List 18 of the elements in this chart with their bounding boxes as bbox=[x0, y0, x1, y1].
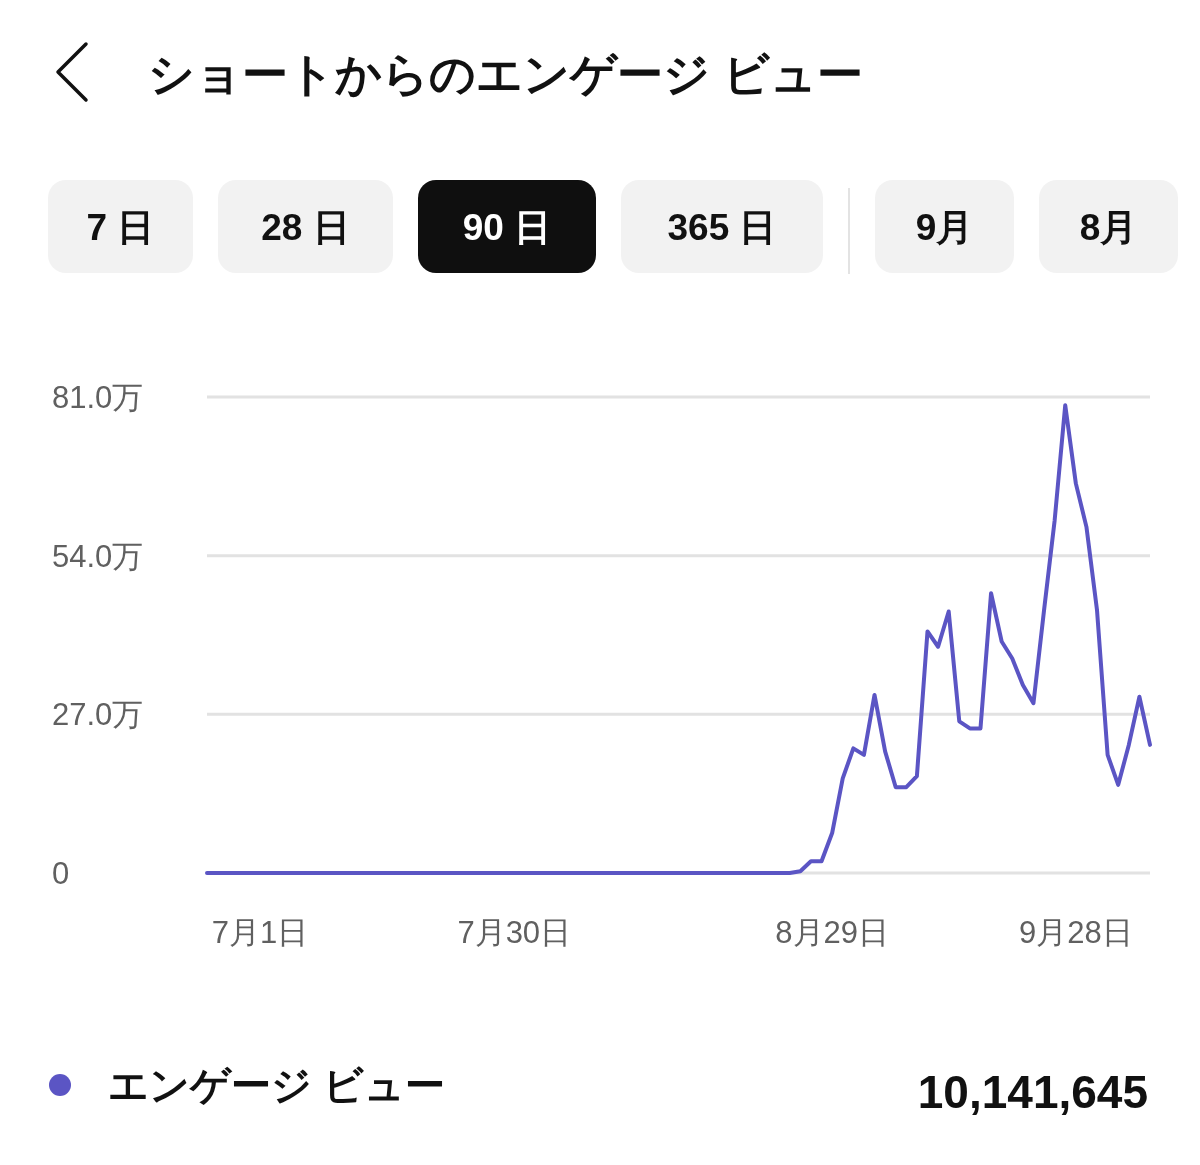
y-tick-label: 54.0万 bbox=[52, 538, 144, 574]
period-button: 8月 bbox=[1039, 180, 1178, 273]
text: 10,141,645 bbox=[917, 1066, 1148, 1118]
x-tick-label: 9月28日 bbox=[1018, 915, 1133, 950]
y-tick-label: 0 bbox=[52, 856, 70, 891]
legend-label: エンゲージ ビュー bbox=[108, 1063, 446, 1107]
y-tick-label: 27.0万 bbox=[52, 697, 144, 733]
period-button: 365 日 bbox=[621, 180, 823, 273]
period-button: 7 日 bbox=[48, 180, 193, 273]
line-series bbox=[205, 403, 1152, 875]
chart-title: ショートからのエンゲージ ビュー bbox=[148, 48, 863, 100]
x-tick-label: 8月29日 bbox=[775, 915, 889, 950]
x-tick-label: 7月30日 bbox=[457, 915, 572, 950]
period-button: 9月 bbox=[875, 180, 1014, 273]
period-button: 90 日 bbox=[418, 180, 596, 273]
period-button: 28 日 bbox=[218, 180, 393, 273]
y-tick-label: 81.0万 bbox=[52, 380, 144, 415]
x-tick-label: 7月1日 bbox=[211, 915, 309, 950]
